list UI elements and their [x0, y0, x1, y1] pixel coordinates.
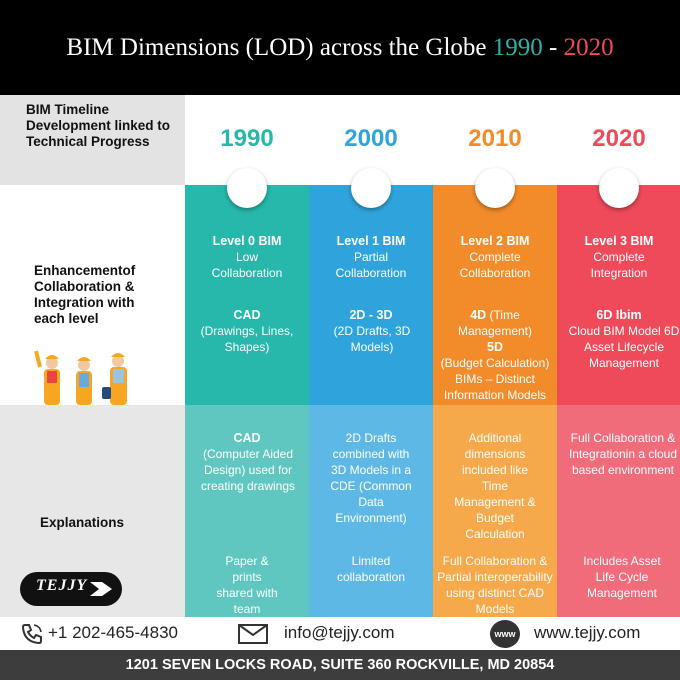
- tech-title-2000: 2D - 3D: [349, 308, 393, 322]
- tech-desc-1990: (Drawings, Lines, Shapes): [200, 324, 294, 354]
- worker-left: [34, 350, 60, 405]
- explanation-2010: Additional dimensions included like Time…: [454, 431, 536, 541]
- worker-right: [102, 353, 127, 405]
- column-2010: Level 2 BIM Complete Collaboration 4D (T…: [433, 168, 557, 622]
- level-desc-2010: Complete Collaboration: [459, 250, 531, 280]
- level-desc-1990: Low Collaboration: [211, 250, 283, 280]
- logo-arrow-icon: [90, 582, 112, 596]
- year-row: 1990 2000 2010 2020: [185, 95, 680, 185]
- tech-title-2020: 6D Ibim: [596, 308, 642, 322]
- column-2010-lower: [433, 405, 557, 622]
- tech-title-1990: CAD: [233, 308, 261, 322]
- title-main: BIM Dimensions (LOD) across the Globe: [66, 33, 487, 61]
- column-2020-upper: [557, 185, 680, 405]
- address-bar: 1201 SEVEN LOCKS ROAD, SUITE 360 ROCKVIL…: [0, 650, 680, 680]
- timeline-marker-2010: [475, 168, 515, 208]
- year-1990: 1990: [220, 125, 274, 152]
- note-2020: Includes Asset Life Cycle Management: [583, 554, 661, 600]
- column-2000: Level 1 BIM Partial Collaboration 2D - 3…: [309, 168, 433, 622]
- note-2010: Full Collaboration & Partial interoperab…: [437, 554, 553, 616]
- year-2010: 2010: [468, 125, 522, 152]
- email-icon: [238, 624, 268, 644]
- timeline-label: BIM Timeline Development linked to Techn…: [26, 102, 171, 149]
- phone-icon: [21, 624, 42, 645]
- tech-title-2010: 4D: [470, 308, 487, 322]
- column-1990: Level 0 BIM Low Collaboration CAD (Drawi…: [185, 168, 309, 622]
- level-title-2020: Level 3 BIM: [584, 234, 654, 248]
- tech-title2-2010: 5D: [487, 340, 503, 354]
- title-year-end: 2020: [563, 33, 614, 61]
- explanation-1990: (Computer Aided Design) used for creatin…: [200, 447, 296, 493]
- column-2020-lower: [557, 405, 680, 622]
- note-2000: Limited collaboration: [336, 554, 406, 584]
- tejjy-logo: TEJJY: [20, 572, 122, 606]
- left-timeline-panel: BIM Timeline Development linked to Techn…: [0, 95, 185, 185]
- column-1990-upper: [185, 185, 309, 405]
- timeline-marker-2020: [599, 168, 639, 208]
- worker-middle: [76, 357, 92, 405]
- contact-email[interactable]: info@tejjy.com: [284, 623, 395, 642]
- level-desc-2000: Partial Collaboration: [335, 250, 407, 280]
- title-dash: -: [549, 33, 558, 61]
- year-2000: 2000: [344, 125, 398, 152]
- column-2000-lower: [309, 405, 433, 622]
- enhancement-label: Enhancementof Collaboration & Integratio…: [34, 263, 136, 326]
- column-2020: Level 3 BIM Complete Integration 6D Ibim…: [557, 168, 680, 622]
- left-enhancement-panel: Enhancementof Collaboration & Integratio…: [0, 185, 185, 405]
- level-desc-2020: Complete Integration: [590, 250, 648, 280]
- explanation-2020: Full Collaboration & Integrationin a clo…: [568, 431, 678, 477]
- level-title-2010: Level 2 BIM: [460, 234, 530, 248]
- year-2020: 2020: [592, 125, 646, 152]
- workers-illustration: [34, 350, 127, 405]
- tech-desc-2010: (Time Management): [457, 308, 533, 338]
- globe-icon: www: [490, 620, 520, 648]
- tech-desc-2020: Cloud BIM Model 6D Asset Lifecycle Manag…: [568, 324, 680, 370]
- note-1990: Paper & prints shared with team: [216, 554, 278, 616]
- level-title-1990: Level 0 BIM: [212, 234, 282, 248]
- logo-text: TEJJY: [36, 577, 88, 594]
- column-1990-lower: [185, 405, 309, 622]
- tech-line-4d-2010: 4D (Time Management): [447, 307, 543, 339]
- timeline-marker-1990: [227, 168, 267, 208]
- explanation-title-1990: CAD: [233, 431, 261, 445]
- explanations-label: Explanations: [40, 515, 125, 530]
- contact-phone[interactable]: +1 202-465-4830: [48, 623, 178, 642]
- header-banner: BIM Dimensions (LOD) across the Globe 19…: [0, 0, 680, 95]
- tech-desc-2000: (2D Drafts, 3D Models): [333, 324, 411, 354]
- contact-bar: +1 202-465-4830 info@tejjy.com www www.t…: [0, 617, 680, 650]
- level-title-2000: Level 1 BIM: [336, 234, 406, 248]
- column-2000-upper: [309, 185, 433, 405]
- title-year-start: 1990: [492, 33, 543, 61]
- column-2010-upper: [433, 185, 557, 405]
- explanation-2000: 2D Drafts combined with 3D Models in a C…: [330, 431, 412, 525]
- timeline-marker-2000: [351, 168, 391, 208]
- page-title: BIM Dimensions (LOD) across the Globe 19…: [66, 34, 613, 62]
- tech-desc2-2010: (Budget Calculation) BIMs – Distinct Inf…: [440, 356, 550, 402]
- contact-website[interactable]: www.tejjy.com: [534, 623, 641, 642]
